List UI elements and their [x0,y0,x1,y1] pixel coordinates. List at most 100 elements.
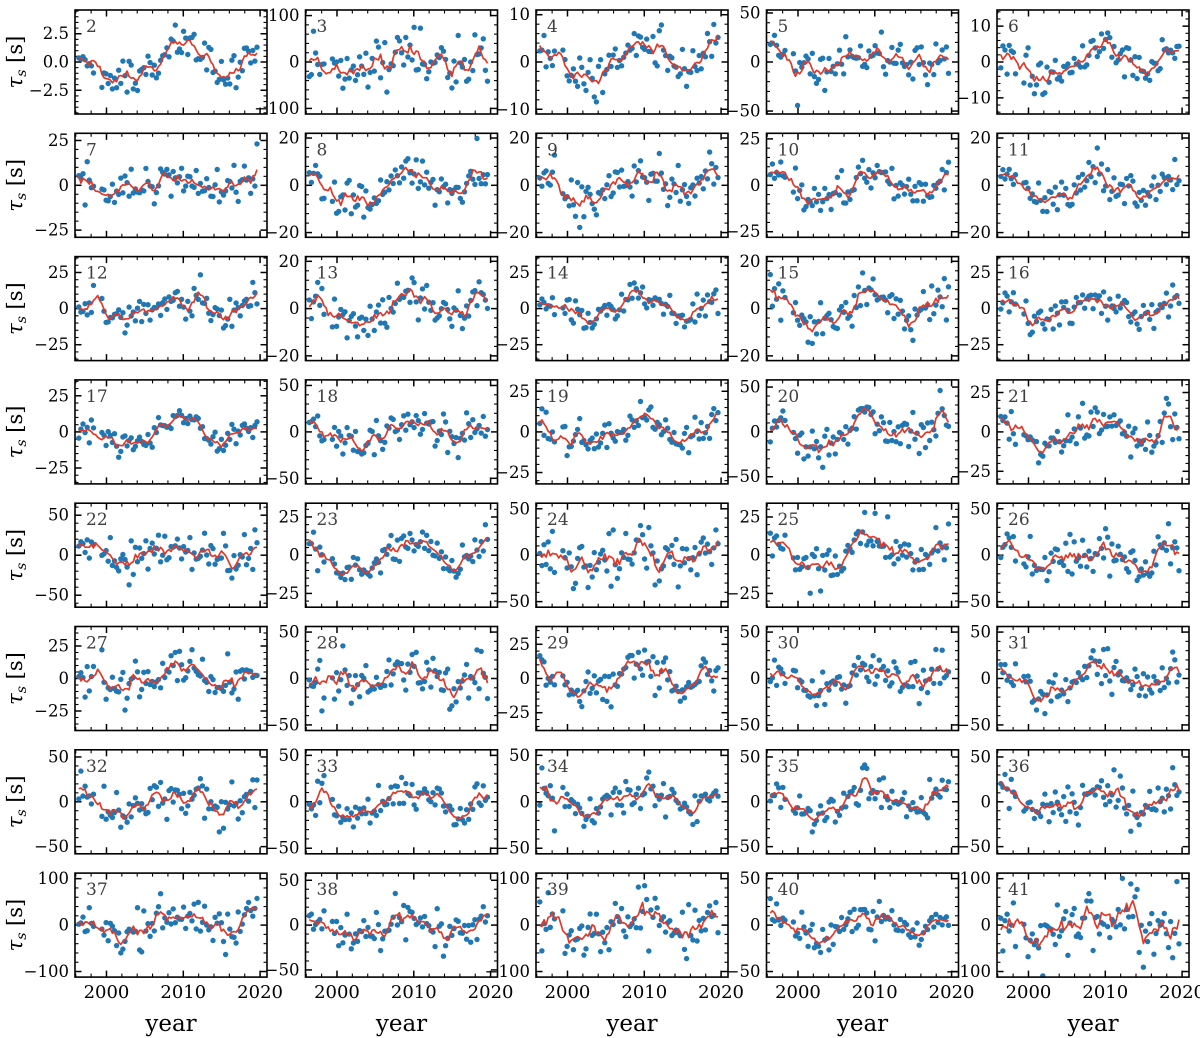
panel-frame [535,748,729,855]
y-tick-label: −25 [495,703,530,722]
panel-3: 3 100 0 −100 [254,6,499,118]
y-axis-label: τs [s] [3,899,30,952]
panel-number: 5 [778,17,789,37]
scatter-points [76,527,260,588]
panel-frame [765,9,960,115]
y-tick-label: −50 [495,592,530,611]
data-layer [76,527,260,588]
y-tick-label: −25 [495,463,530,482]
y-axis-label: τs [s] [3,529,30,582]
panel-frame [996,132,1190,239]
trend-line [539,34,719,85]
panel-number: 40 [778,880,800,900]
panel-frame [74,132,268,239]
panel-frame [304,502,499,609]
data-layer [998,282,1182,338]
panel-frame [765,625,960,732]
y-tick-label: 25 [48,263,69,282]
y-tick-label: 100 [268,6,300,25]
y-tick-label: −2.5 [29,81,69,100]
panel-frame [74,502,268,609]
panel-frame [74,379,268,485]
trend-line [539,412,719,446]
panel-frame [304,748,499,855]
panel-11: 11 20 0 −20 [956,129,1190,242]
data-layer [998,30,1182,98]
trend-line [769,777,950,822]
y-tick-label: 50 [970,623,991,642]
panel-frame [996,625,1190,732]
x-tick-label: 2000 [775,982,821,1003]
trend-line [770,169,949,206]
scatter-points [306,643,491,714]
trend-line [78,541,258,570]
x-tick-label: 2020 [929,982,975,1003]
panel-number: 26 [1008,510,1030,530]
panel-number: 16 [1008,264,1030,284]
panel-frame [74,255,268,362]
panel-frame [74,872,268,978]
y-tick-label: 0 [289,792,300,811]
y-tick-label: 0 [981,176,992,195]
axis-ticks [536,873,728,978]
y-tick-label: 25 [970,383,991,402]
trend-line [1000,660,1180,703]
scatter-points [306,275,491,341]
y-tick-label: 0 [520,669,531,688]
y-tick-label: −50 [956,715,991,734]
panel-number: 35 [778,757,800,777]
y-tick-label: 0 [289,53,300,72]
y-tick-label: 0 [981,792,992,811]
y-tick-label: 0 [981,546,992,565]
y-tick-label: −25 [495,335,530,354]
data-layer [537,522,721,592]
panel-frame [765,379,960,485]
y-tick-label: −50 [265,469,300,488]
x-axis-label: year [836,1011,888,1037]
y-tick-label: 0 [750,422,761,441]
y-tick-label: 0 [289,176,300,195]
panel-number: 39 [547,880,569,900]
trend-line [539,168,719,207]
y-tick-label: −25 [956,335,991,354]
panel-16: 16 25 0 −25 [956,255,1190,362]
scatter-points [998,30,1182,98]
y-tick-label: 0 [520,176,531,195]
x-tick-label: 2020 [468,982,514,1003]
panel-2: 2 2.5 0.0 −2.5τs [s] [3,9,268,115]
trend-line [769,529,949,571]
panel-frame [765,132,960,239]
y-tick-label: 50 [48,506,69,525]
data-layer [76,272,260,336]
y-axis-label: τs [s] [3,652,30,705]
panel-36: 36 50 0 −50 [956,747,1190,856]
panel-frame [74,625,268,732]
x-tick-label: 2010 [160,982,206,1003]
y-tick-label: 0 [981,669,992,688]
y-tick-label: −100 [485,962,530,981]
scatter-points [998,521,1182,584]
panel-8: 8 20 0 −20 [265,129,499,242]
y-tick-label: 2.5 [43,24,69,43]
panel-35: 35 50 0 −50 [726,747,960,856]
trend-line [308,911,488,942]
y-tick-label: 20 [740,252,761,271]
panel-number: 17 [86,387,108,407]
panel-number: 37 [86,880,108,900]
y-tick-label: −25 [34,459,69,478]
panel-39: 39 100 0 −100 2000 2010 2020 year [485,869,744,1037]
panel-frame [765,502,960,609]
data-layer [76,141,260,208]
y-axis-label: τs [s] [3,159,30,212]
panel-frame [535,502,729,609]
y-tick-label: 50 [509,746,530,765]
data-layer [998,395,1182,466]
panel-frame [535,255,729,362]
panel-number: 29 [547,634,569,654]
y-axis-label: τs [s] [3,282,30,335]
